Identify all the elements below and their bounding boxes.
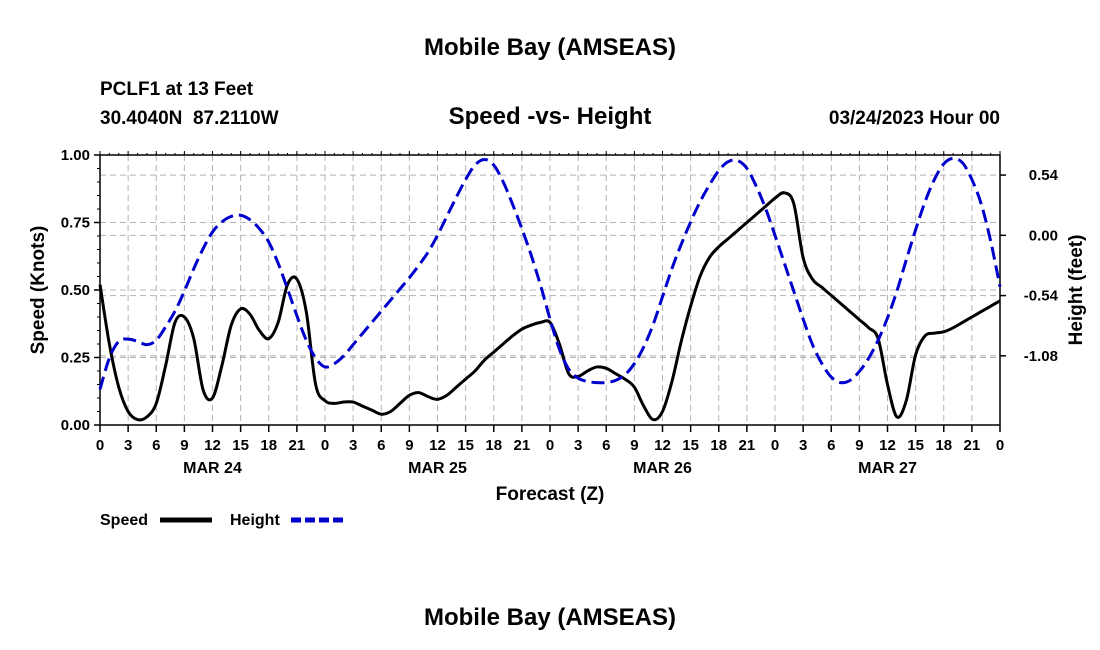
page-title: Mobile Bay (AMSEAS) [424,34,676,61]
x-tick-label: 6 [602,437,610,454]
x-tick-label: 12 [429,437,446,454]
x-tick-label: 15 [232,437,249,454]
x-tick-label: 0 [996,437,1004,454]
legend-label-speed: Speed [100,512,148,529]
x-tick-label: 9 [630,437,638,454]
x-tick-label: 9 [180,437,188,454]
series-line-speed [98,191,1001,422]
station-label: PCLF1 at 13 Feet [100,79,254,100]
x-tick-label: 21 [514,437,531,454]
y-axis-label: Speed (Knots) [28,226,49,355]
x-tick-label: 9 [855,437,863,454]
x-tick-label: 6 [827,437,835,454]
x-tick-label: 15 [682,437,699,454]
x-tick-label: 18 [710,437,727,454]
x-tick-label: 0 [96,437,104,454]
x-tick-label: 12 [204,437,221,454]
x-tick-label: 9 [405,437,413,454]
x-tick-label: 21 [964,437,981,454]
y2-axis-label: Height (feet) [1066,235,1087,346]
y-tick-label: 0.75 [61,215,90,232]
series-group [98,156,1002,422]
x-tick-label: 12 [879,437,896,454]
date-labels: MAR 24 MAR 25 MAR 26 MAR 27 [183,460,917,477]
x-tick-label: 6 [377,437,385,454]
legend-label-height: Height [230,512,280,529]
y2-tick-label: 0.54 [1029,167,1059,184]
y-axis-left-ticks: 0.00 0.25 0.50 0.75 1.00 [61,147,100,434]
x-tick-label: 18 [260,437,277,454]
x-tick-label: 21 [289,437,306,454]
y-axis-right-ticks: 0.54 0.00 -0.54 -1.08 [1000,167,1059,365]
y-tick-label: 0.00 [61,417,90,434]
x-tick-label: 0 [321,437,329,454]
y-tick-label: 0.50 [61,282,90,299]
date-label: MAR 24 [183,460,242,477]
y2-tick-label: 0.00 [1029,227,1058,244]
forecast-datetime: 03/24/2023 Hour 00 [829,108,1000,129]
x-tick-label: 3 [799,437,807,454]
x-tick-label: 0 [771,437,779,454]
y-tick-label: 0.25 [61,350,90,367]
x-tick-label: 18 [935,437,952,454]
x-tick-label: 21 [739,437,756,454]
x-tick-label: 15 [907,437,924,454]
date-label: MAR 27 [858,460,917,477]
x-axis-label: Forecast (Z) [496,484,605,505]
x-tick-label: 18 [485,437,502,454]
station-coords: 30.4040N 87.2110W [100,108,279,129]
series-line-height [98,156,1002,390]
y2-tick-label: -0.54 [1024,288,1059,305]
x-tick-label: 12 [654,437,671,454]
y2-tick-label: -1.08 [1024,348,1058,365]
footer-title: Mobile Bay (AMSEAS) [424,604,676,631]
legend: Speed Height [100,512,343,529]
date-label: MAR 25 [408,460,467,477]
x-tick-label: 3 [124,437,132,454]
x-tick-label: 0 [546,437,554,454]
x-tick-label: 3 [349,437,357,454]
x-tick-label: 6 [152,437,160,454]
x-tick-label: 15 [457,437,474,454]
y-tick-label: 1.00 [61,147,90,164]
grid-lines [100,155,1000,425]
chart-title: Speed -vs- Height [449,103,652,130]
date-label: MAR 26 [633,460,692,477]
x-tick-label: 3 [574,437,582,454]
